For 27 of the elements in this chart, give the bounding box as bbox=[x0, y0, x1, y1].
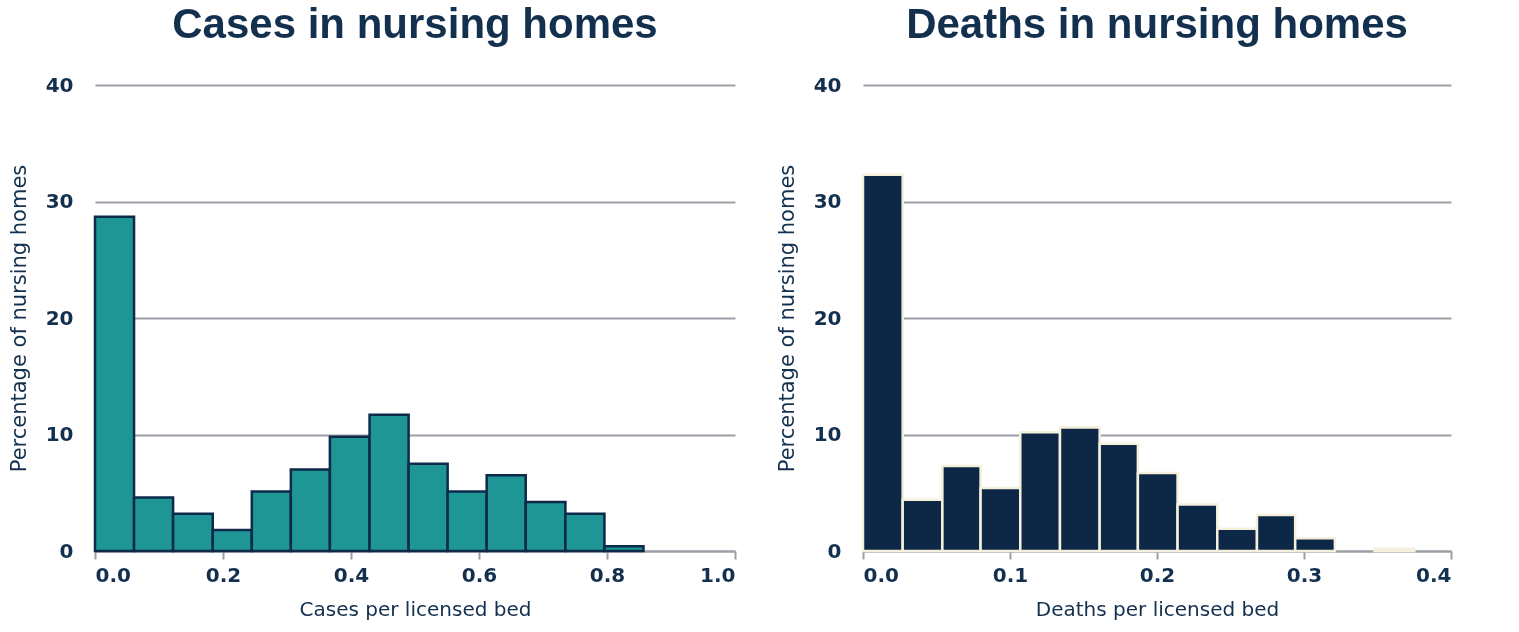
x-tick-label: 0.8 bbox=[589, 562, 626, 587]
y-tick-label: 40 bbox=[813, 72, 842, 97]
x-axis-title: Cases per licensed bed bbox=[299, 596, 532, 621]
y-tick-label: 30 bbox=[813, 189, 842, 213]
y-axis-title: Percentage of nursing homes bbox=[774, 164, 799, 473]
chart-title: Cases in nursing homes bbox=[172, 0, 658, 47]
x-tick-label: 0.2 bbox=[1139, 562, 1176, 587]
x-axis-title: Deaths per licensed bed bbox=[1035, 596, 1280, 621]
chart-title: Deaths in nursing homes bbox=[906, 0, 1408, 47]
x-tick-label: 0.4 bbox=[1416, 562, 1452, 587]
y-tick-label: 10 bbox=[813, 422, 842, 446]
x-tick-label: 0.0 bbox=[863, 562, 899, 587]
y-tick-label: 20 bbox=[813, 305, 842, 330]
x-tick-label: 0.6 bbox=[461, 562, 498, 587]
y-tick-label: 30 bbox=[45, 189, 74, 213]
y-tick-label: 20 bbox=[45, 305, 74, 330]
x-tick-label: 0.0 bbox=[95, 562, 131, 587]
y-tick-label: 40 bbox=[45, 72, 74, 97]
x-tick-label: 0.2 bbox=[205, 562, 242, 587]
x-tick-label: 0.3 bbox=[1286, 562, 1323, 587]
y-tick-label: 0 bbox=[59, 538, 74, 563]
y-axis-title: Percentage of nursing homes bbox=[6, 164, 31, 473]
x-tick-label: 0.1 bbox=[992, 562, 1029, 587]
x-tick-label: 0.4 bbox=[333, 562, 370, 587]
x-tick-label: 1.0 bbox=[700, 562, 736, 587]
y-tick-label: 0 bbox=[827, 538, 842, 563]
y-tick-label: 10 bbox=[45, 422, 74, 446]
